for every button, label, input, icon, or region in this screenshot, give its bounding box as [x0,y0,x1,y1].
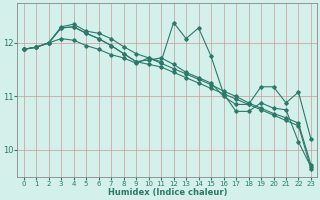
X-axis label: Humidex (Indice chaleur): Humidex (Indice chaleur) [108,188,227,197]
